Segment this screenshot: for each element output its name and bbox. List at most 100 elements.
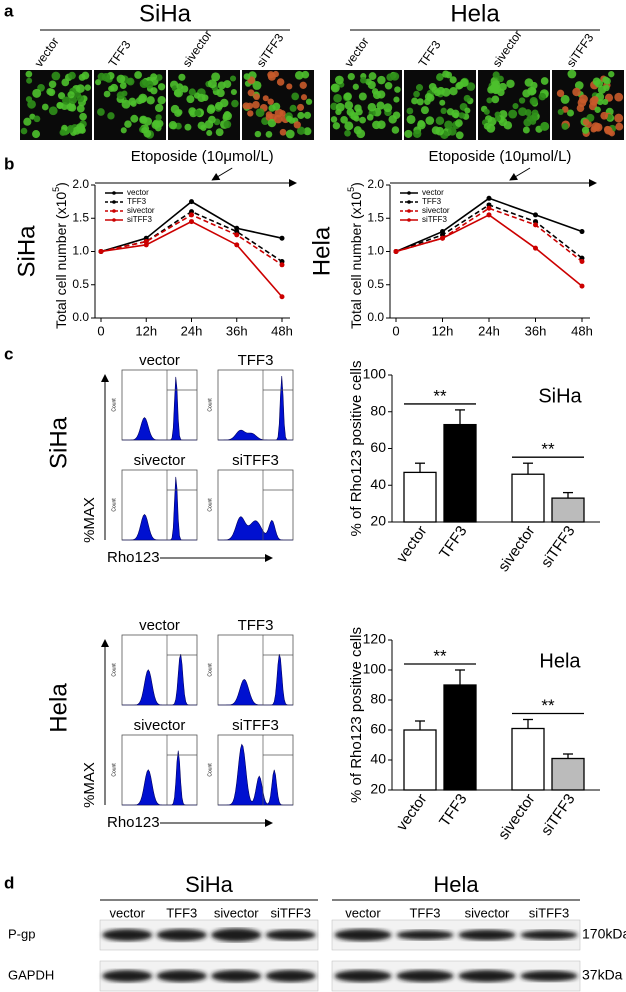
- y-axis-label-text: Total cell number (x10: [348, 192, 364, 329]
- histogram-title: TFF3: [238, 352, 274, 369]
- cell: [76, 95, 85, 103]
- cell: [291, 92, 300, 101]
- cell: [254, 130, 262, 138]
- cell: [285, 129, 295, 139]
- bar: [511, 473, 545, 523]
- cell: [146, 96, 155, 105]
- cell: [428, 82, 437, 91]
- band: [396, 970, 454, 982]
- lane-label: TFF3: [409, 905, 440, 920]
- legend-marker: [112, 218, 116, 222]
- point: [279, 235, 285, 241]
- cell: [273, 114, 283, 124]
- cell: [350, 112, 359, 121]
- lane-label: siTFF3: [564, 31, 597, 70]
- y-tick-label: 1.0: [72, 244, 89, 258]
- x-tick-label: sivector: [495, 791, 539, 843]
- cell: [209, 106, 216, 113]
- cell: [433, 89, 441, 97]
- point: [533, 212, 538, 218]
- lane-label: sivector: [465, 905, 510, 920]
- cell: [411, 97, 419, 105]
- y-axis-label: %MAX: [81, 762, 98, 808]
- x-tick-label: 48h: [571, 323, 593, 338]
- histogram-count-label: Count: [207, 498, 213, 512]
- row-label: GAPDH: [8, 967, 54, 982]
- cell: [51, 71, 61, 81]
- x-tick-label: 12h: [135, 323, 157, 338]
- cell: [608, 130, 615, 137]
- cell: [20, 127, 28, 135]
- cell: [579, 94, 588, 104]
- cell: [297, 103, 305, 111]
- cell: [176, 109, 183, 116]
- cell: [449, 76, 457, 84]
- histogram-title: vector: [139, 352, 180, 369]
- cell: [614, 92, 624, 102]
- cell: [415, 84, 424, 92]
- cell: [574, 81, 584, 90]
- cell: [531, 109, 539, 117]
- cell: [492, 86, 500, 95]
- chart-title: Hela: [539, 650, 581, 672]
- point: [486, 212, 492, 218]
- cell: [145, 80, 154, 89]
- cell: [223, 120, 232, 129]
- y-tick-label: 100: [363, 366, 387, 382]
- cell: [299, 81, 307, 89]
- cell: [603, 125, 612, 133]
- cell: [524, 109, 532, 116]
- lane-label: sivector: [214, 905, 259, 920]
- cell: [518, 107, 527, 116]
- legend-label: siTFF3: [422, 215, 447, 224]
- cell: [377, 75, 386, 85]
- cell: [343, 92, 352, 101]
- band: [156, 929, 207, 941]
- cell: [614, 113, 624, 123]
- legend-label: vector: [127, 188, 149, 197]
- cell: [425, 116, 435, 125]
- y-tick-label: 0.5: [72, 277, 89, 291]
- cell: [441, 87, 451, 97]
- cell: [540, 121, 550, 131]
- lane-label: TFF3: [416, 38, 444, 70]
- cell: [301, 70, 310, 79]
- cell: [157, 96, 166, 105]
- cell: [32, 130, 41, 139]
- annotation-arrow: [211, 167, 233, 181]
- y-axis-label: % of Rho123 positive cells: [348, 627, 365, 803]
- cell: [556, 89, 565, 98]
- cell: [359, 116, 366, 124]
- point: [279, 294, 285, 300]
- cell: [567, 69, 577, 79]
- cell: [376, 101, 385, 110]
- cell: [135, 97, 143, 105]
- y-tick-label: 100: [363, 661, 387, 677]
- cell: [406, 107, 414, 115]
- cell: [344, 129, 351, 137]
- x-tick-label: 0: [97, 323, 104, 338]
- cell: [214, 101, 224, 110]
- cell: [416, 98, 424, 106]
- point: [579, 283, 585, 289]
- cell: [305, 98, 313, 105]
- cell: [524, 78, 534, 87]
- histogram-count-label: Count: [111, 498, 117, 512]
- band: [458, 929, 516, 941]
- cell: [23, 117, 32, 126]
- histogram-title: sivector: [134, 452, 186, 469]
- cell: [216, 88, 225, 98]
- cell: [201, 94, 209, 102]
- cell: [150, 73, 158, 81]
- cell: [512, 102, 519, 110]
- histogram-title: sivector: [134, 717, 186, 734]
- histogram: [122, 750, 197, 806]
- cell: [452, 112, 459, 119]
- cell: [529, 96, 538, 106]
- cell: [344, 101, 354, 110]
- cell: [522, 126, 530, 134]
- band: [396, 930, 454, 940]
- point: [440, 235, 445, 241]
- cell: [107, 112, 115, 120]
- band: [334, 970, 392, 982]
